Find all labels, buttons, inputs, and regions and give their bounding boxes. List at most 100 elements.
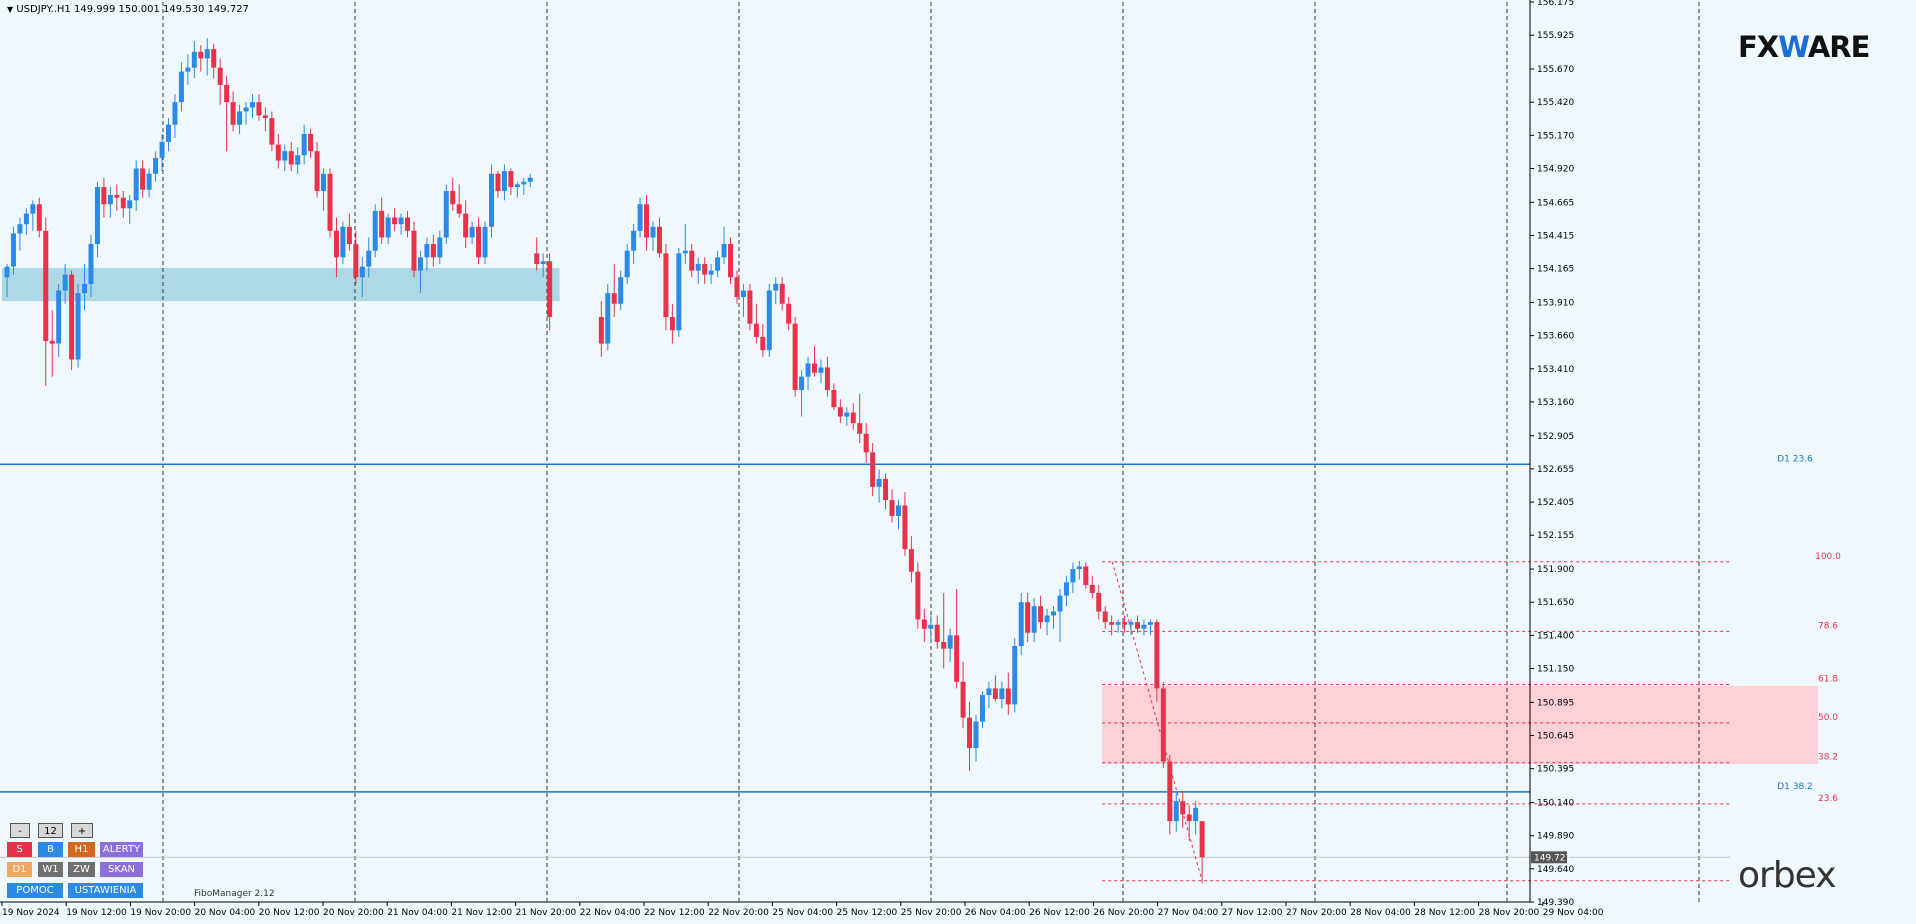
candle-body <box>295 155 301 165</box>
candle-body <box>489 173 494 227</box>
help-button[interactable]: POMOC <box>7 883 63 898</box>
y-tick-label: 149.890 <box>1537 832 1574 842</box>
candle-body <box>857 423 863 434</box>
y-tick-label: 154.165 <box>1537 265 1574 275</box>
candle-body <box>527 177 533 182</box>
candle-body <box>308 133 314 152</box>
candle-body <box>850 412 856 424</box>
x-tick-label: 25 Nov 04:00 <box>772 908 833 918</box>
candle-body <box>508 171 514 188</box>
candle-body <box>915 571 921 620</box>
candle-body <box>624 250 630 278</box>
x-tick-label: 20 Nov 12:00 <box>259 908 320 918</box>
candle-body <box>153 157 159 174</box>
fib-level-label: 23.6 <box>1818 794 1838 804</box>
candle-body <box>424 244 430 258</box>
candle-body <box>740 290 746 298</box>
candle-body <box>883 478 889 501</box>
candle-body <box>1102 611 1108 623</box>
candle-body <box>1147 622 1153 625</box>
x-tick-label: 22 Nov 12:00 <box>644 908 705 918</box>
candle-body <box>56 290 62 344</box>
zw-button[interactable]: ZW <box>68 862 95 877</box>
candle-body <box>146 173 152 190</box>
candle-body <box>1018 602 1024 646</box>
sell-button[interactable]: S <box>7 842 32 857</box>
y-tick-label: 154.415 <box>1537 231 1574 241</box>
candle-body <box>656 226 662 254</box>
candle-body <box>1115 622 1121 625</box>
candle-body <box>902 505 908 550</box>
zoom-out-button[interactable]: - <box>10 823 30 838</box>
fib-level-label: 61.8 <box>1818 674 1838 684</box>
candle-body <box>224 84 230 103</box>
candle-body <box>1096 592 1102 612</box>
candle-body <box>979 695 985 722</box>
candle-body <box>1057 595 1063 612</box>
candle-body <box>469 226 475 238</box>
y-tick-label: 153.160 <box>1537 398 1574 408</box>
symbol-header: ▼ USDJPY..H1 149.999 150.001 149.530 149… <box>7 4 249 15</box>
fib-level-label: 38.2 <box>1818 753 1838 763</box>
candle-body <box>844 412 850 417</box>
y-tick-label: 149.640 <box>1537 865 1574 875</box>
settings-button[interactable]: USTAWIENIA <box>68 883 143 898</box>
candle-body <box>450 191 456 205</box>
candle-body <box>94 187 100 245</box>
buy-button[interactable]: B <box>38 842 63 857</box>
candle-body <box>863 433 869 453</box>
candle-body <box>1038 606 1044 623</box>
y-tick-label: 155.170 <box>1537 131 1574 141</box>
candle-body <box>301 133 307 156</box>
candle-body <box>702 263 708 275</box>
candle-body <box>275 144 281 161</box>
candle-body <box>547 261 553 318</box>
candle-body <box>437 237 443 258</box>
candle-body <box>824 367 830 390</box>
candle-body <box>411 230 417 271</box>
x-tick-label: 25 Nov 12:00 <box>837 908 898 918</box>
x-tick-label: 28 Nov 12:00 <box>1414 908 1475 918</box>
x-tick-label: 21 Nov 04:00 <box>387 908 448 918</box>
candle-body <box>682 250 688 254</box>
candle-body <box>637 204 643 231</box>
y-tick-label: 155.925 <box>1537 31 1574 41</box>
candle-body <box>340 226 346 258</box>
scan-button[interactable]: SKAN <box>100 862 143 877</box>
candle-body <box>747 290 753 324</box>
timeframe-w1-button[interactable]: W1 <box>38 862 63 877</box>
zoom-in-button[interactable]: + <box>71 823 93 838</box>
candle-body <box>75 293 81 360</box>
fibo-manager-version: FiboManager 2.12 <box>194 889 275 899</box>
candle-body <box>1025 602 1031 633</box>
fib-level-label: 78.6 <box>1818 621 1838 631</box>
candle-body <box>243 107 249 112</box>
candle-body <box>818 367 824 373</box>
zoom-value[interactable]: 12 <box>38 823 63 838</box>
timeframe-d1-button[interactable]: D1 <box>7 862 32 877</box>
candle-body <box>476 226 482 258</box>
candle-body <box>1160 688 1166 762</box>
candle-body <box>805 363 811 377</box>
x-tick-label: 26 Nov 04:00 <box>965 908 1026 918</box>
candle-body <box>23 213 29 225</box>
candle-body <box>1167 761 1173 822</box>
candle-body <box>88 244 94 284</box>
alerts-button[interactable]: ALERTY <box>100 842 143 857</box>
candle-body <box>786 303 792 324</box>
timeframe-h1-button[interactable]: H1 <box>68 842 95 857</box>
candle-body <box>611 293 617 304</box>
candle-body <box>960 681 966 718</box>
x-tick-label: 26 Nov 20:00 <box>1093 908 1154 918</box>
dropdown-triangle-icon[interactable]: ▼ <box>7 5 14 14</box>
candle-body <box>1063 582 1069 596</box>
candle-body <box>1044 615 1050 623</box>
orbex-logo: orbex <box>1738 855 1836 896</box>
candle-body <box>663 253 669 318</box>
candle-body <box>1128 622 1134 625</box>
x-tick-label: 27 Nov 12:00 <box>1222 908 1283 918</box>
candle-body <box>4 266 10 278</box>
x-tick-label: 19 Nov 2024 <box>2 908 60 918</box>
